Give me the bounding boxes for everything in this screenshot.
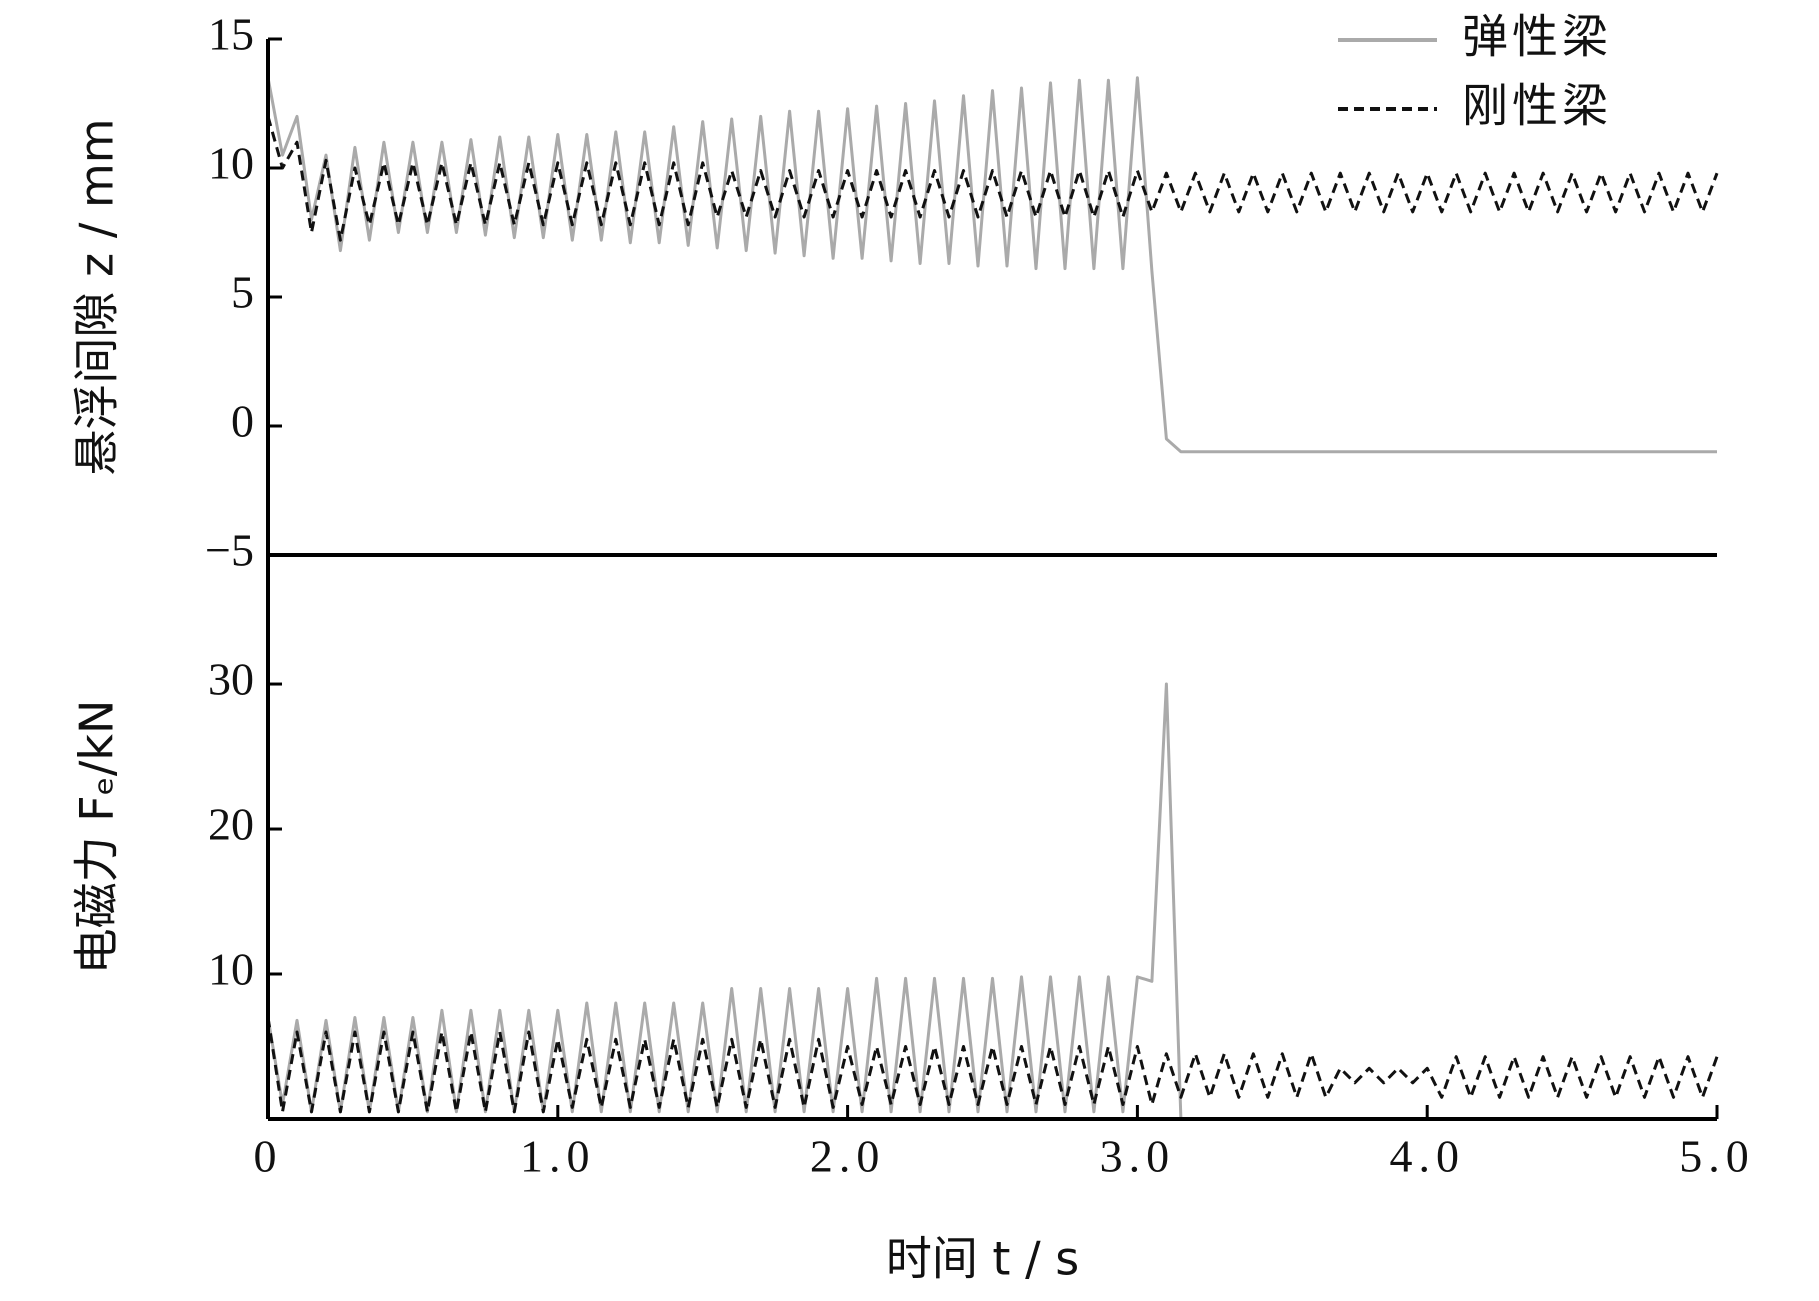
y-tick-label: 15 xyxy=(208,9,254,60)
y-tick-label: −5 xyxy=(205,525,254,576)
series-line xyxy=(266,1017,1719,1114)
y-tick-label: 20 xyxy=(208,799,254,850)
y-tick-label: 5 xyxy=(231,267,254,318)
x-tick-label: 0 xyxy=(254,1131,283,1182)
x-tick-label: 3.0 xyxy=(1100,1131,1176,1182)
x-tick-label: 5.0 xyxy=(1679,1131,1755,1182)
y-tick-label: 10 xyxy=(208,944,254,995)
x-axis-label: 时间 t / s xyxy=(886,1232,1079,1286)
x-tick-label: 1.0 xyxy=(520,1131,596,1182)
y-tick-label: 10 xyxy=(208,138,254,189)
x-tick-label: 4.0 xyxy=(1389,1131,1465,1182)
x-tick-label: 2.0 xyxy=(810,1131,886,1182)
y-tick-label: 0 xyxy=(231,396,254,447)
series-line xyxy=(266,76,1717,454)
series-line xyxy=(266,115,1719,242)
legend-label: 刚性梁 xyxy=(1462,79,1612,133)
y-axis-label: 电磁力 Fₑ/kN xyxy=(70,700,124,975)
y-axis-label: 悬浮间隙 z / mm xyxy=(70,118,124,475)
y-tick-label: 30 xyxy=(208,654,254,705)
legend-label: 弹性梁 xyxy=(1462,10,1612,64)
series-line xyxy=(266,682,1717,1121)
